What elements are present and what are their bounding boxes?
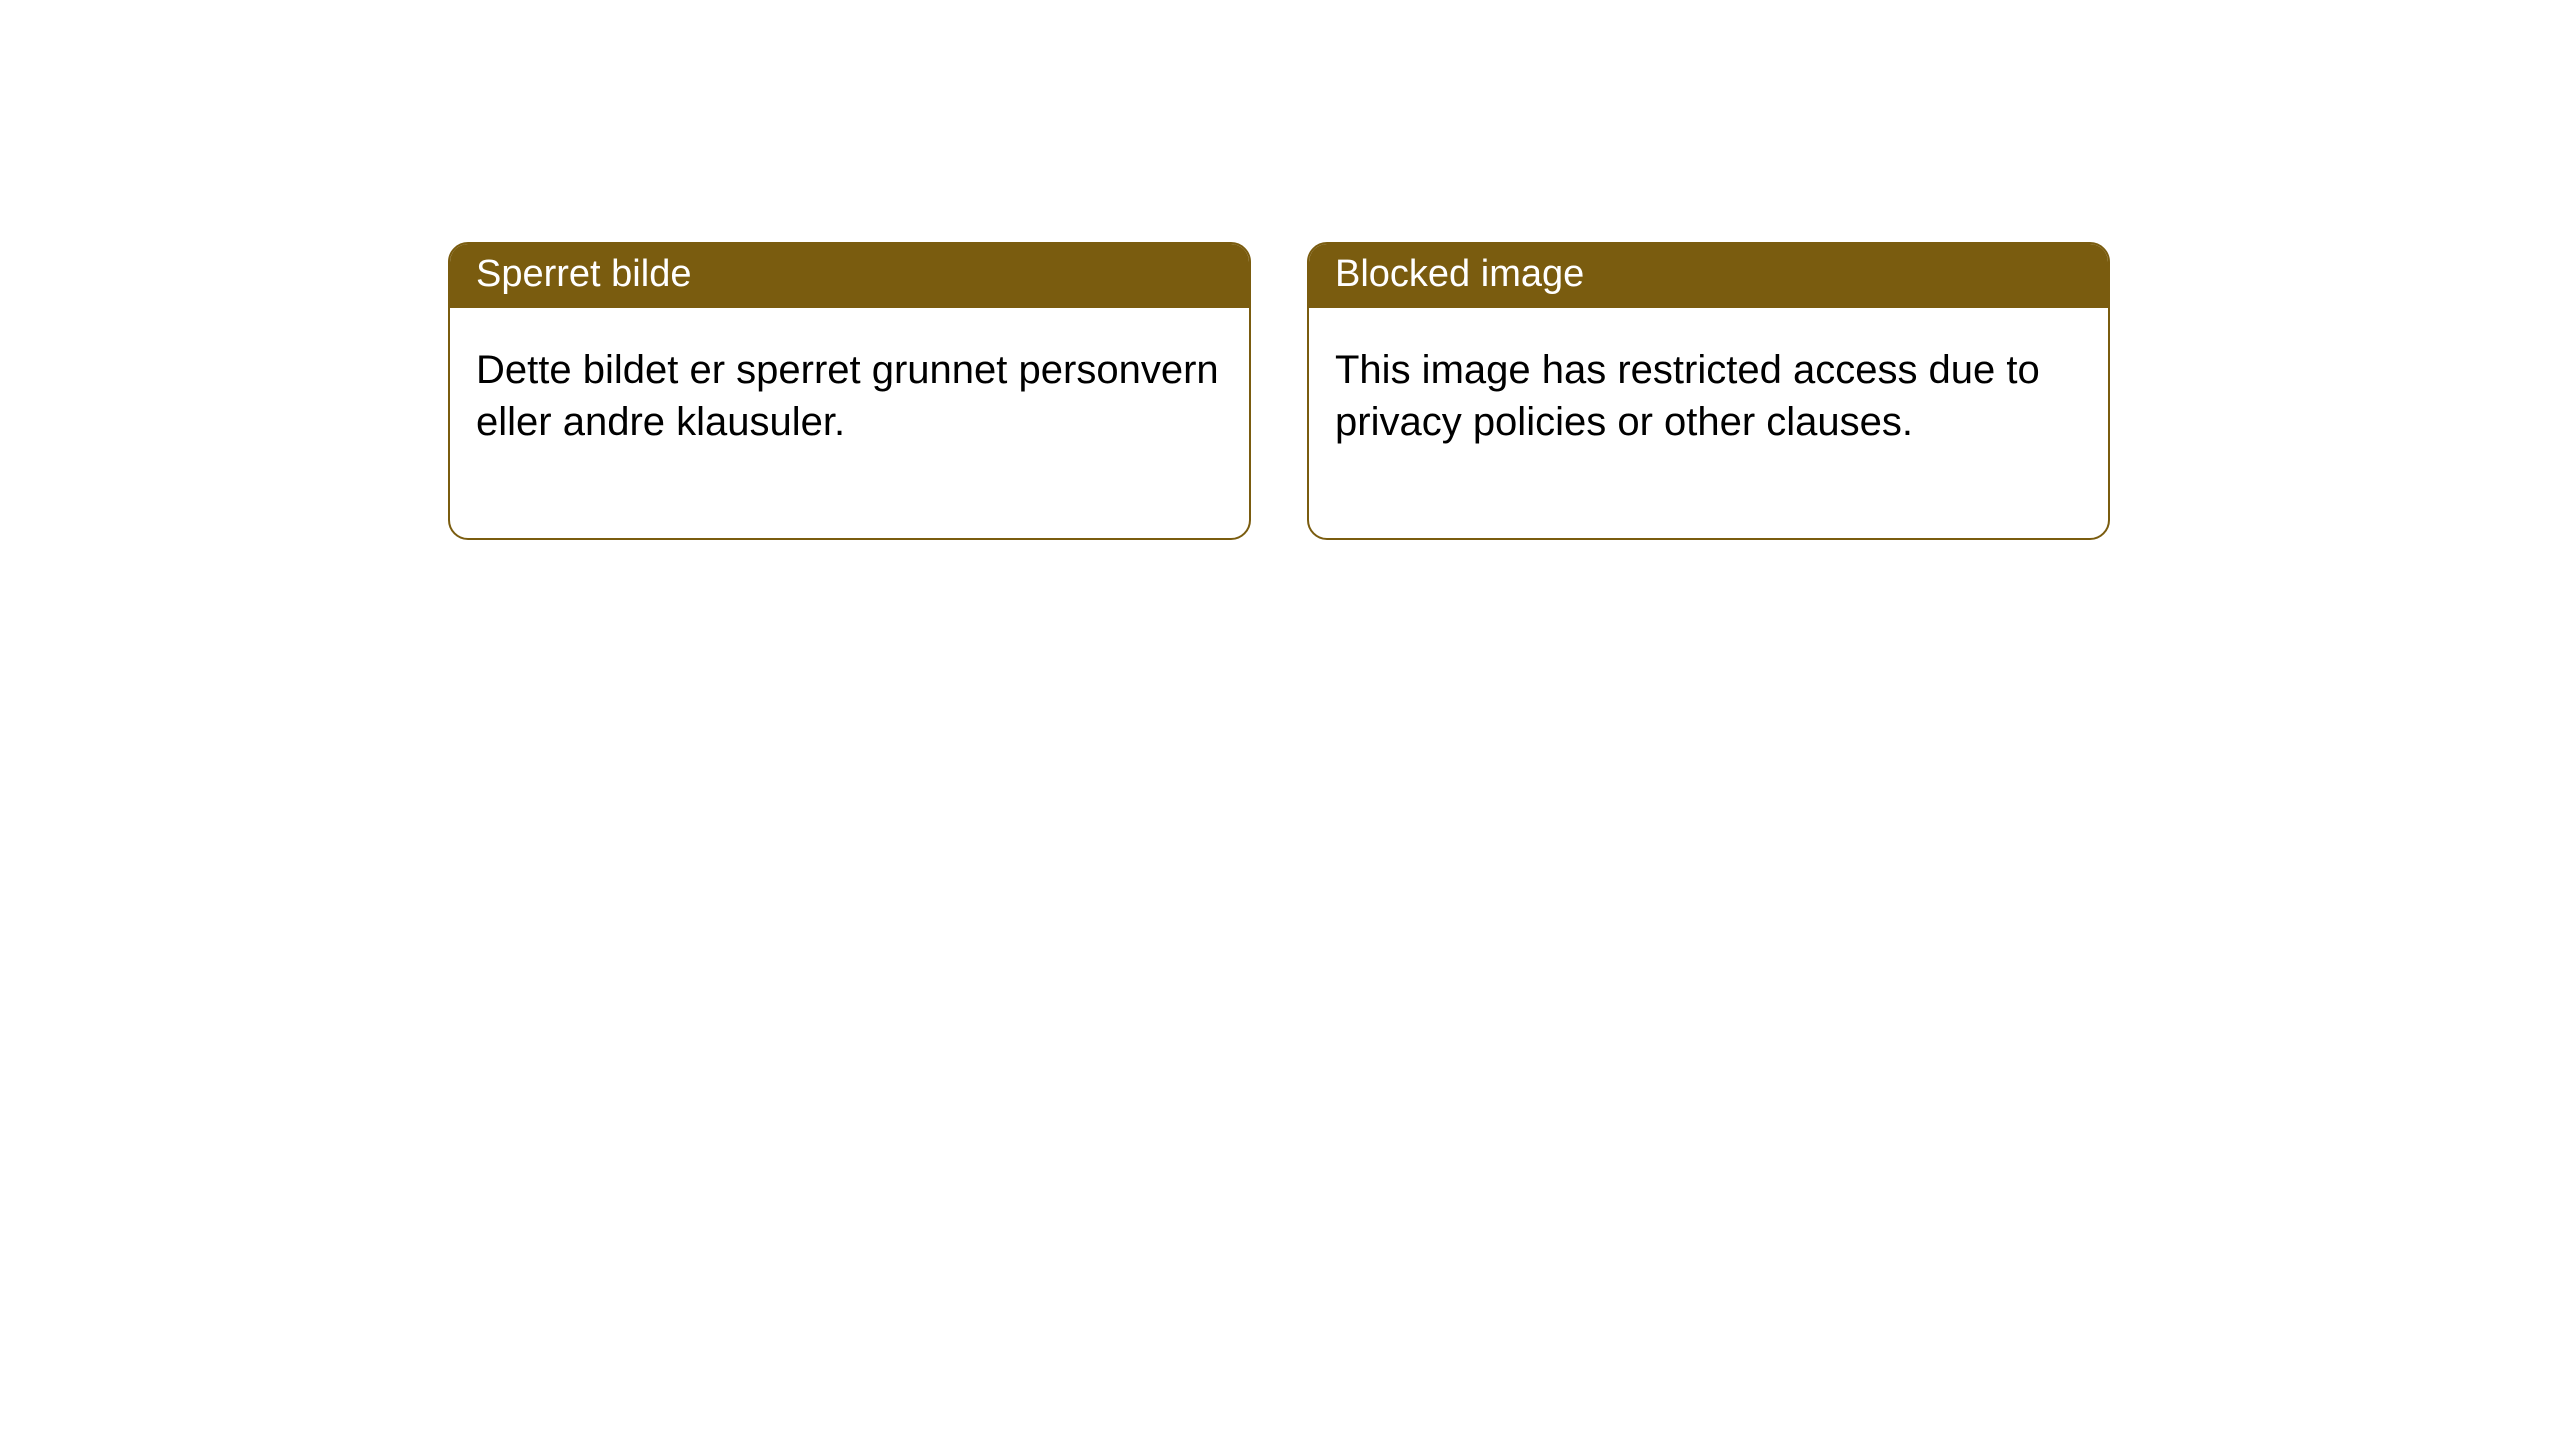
notice-card-body: Dette bildet er sperret grunnet personve… [450,308,1249,538]
notice-cards-container: Sperret bilde Dette bildet er sperret gr… [448,242,2110,540]
notice-card-title: Sperret bilde [450,244,1249,308]
notice-card-title: Blocked image [1309,244,2108,308]
notice-card-english: Blocked image This image has restricted … [1307,242,2110,540]
notice-card-norwegian: Sperret bilde Dette bildet er sperret gr… [448,242,1251,540]
notice-card-body: This image has restricted access due to … [1309,308,2108,538]
